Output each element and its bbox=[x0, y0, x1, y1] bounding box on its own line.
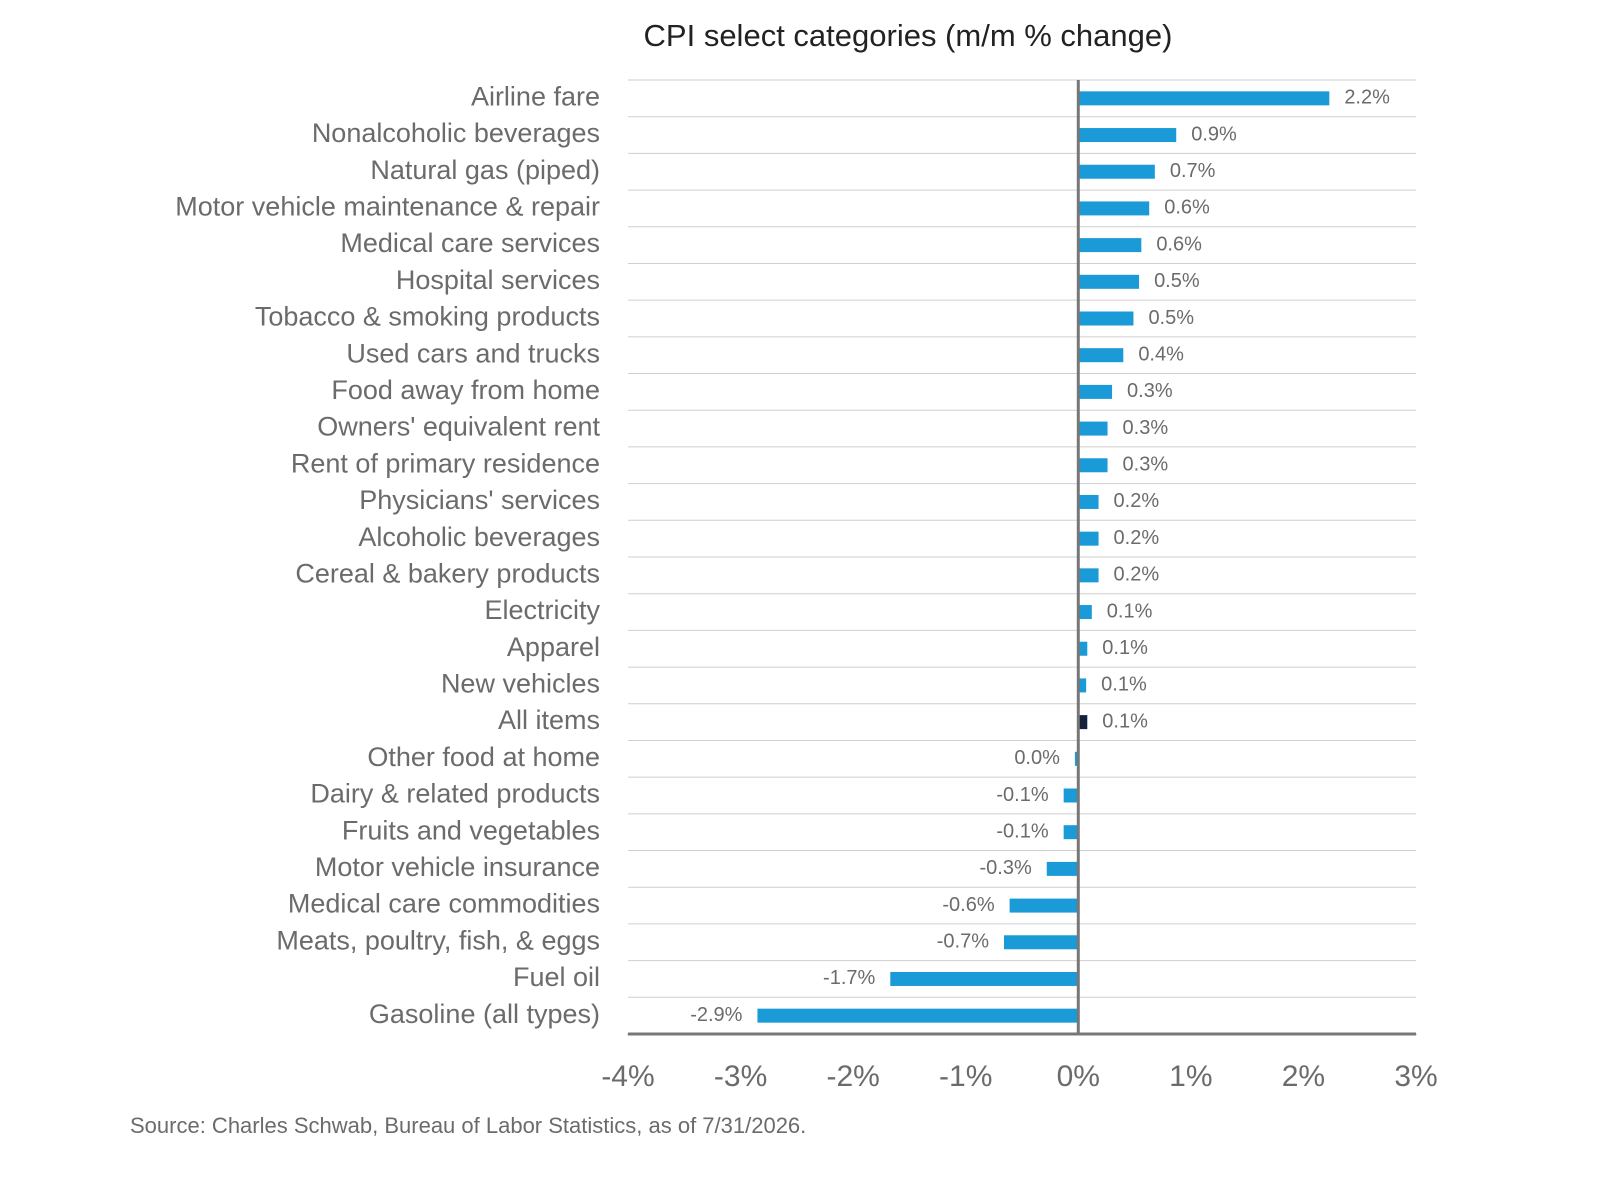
bar bbox=[1078, 311, 1134, 326]
category-label: All items bbox=[498, 705, 600, 735]
category-label: Hospital services bbox=[396, 265, 600, 295]
category-label: Electricity bbox=[484, 595, 600, 625]
category-label: Owners' equivalent rent bbox=[317, 412, 600, 442]
value-label: 0.3% bbox=[1123, 454, 1169, 476]
bar bbox=[1074, 751, 1079, 766]
value-label: 0.6% bbox=[1156, 233, 1202, 255]
category-label: Gasoline (all types) bbox=[369, 999, 600, 1029]
bar bbox=[1078, 421, 1108, 436]
value-label: -1.7% bbox=[823, 967, 875, 989]
value-label: 0.9% bbox=[1191, 123, 1237, 145]
value-label: -0.6% bbox=[942, 894, 994, 916]
x-tick-label: 2% bbox=[1282, 1060, 1325, 1093]
bar bbox=[1078, 531, 1099, 546]
value-label: 0.2% bbox=[1114, 527, 1160, 549]
value-label: -0.1% bbox=[996, 784, 1048, 806]
source-note: Source: Charles Schwab, Bureau of Labor … bbox=[130, 1113, 806, 1138]
value-label: 0.4% bbox=[1138, 343, 1184, 365]
x-tick-label: -4% bbox=[601, 1060, 654, 1093]
value-label: -2.9% bbox=[690, 1004, 742, 1026]
value-label: 0.5% bbox=[1154, 270, 1200, 292]
bar bbox=[1063, 788, 1079, 803]
category-label: Motor vehicle insurance bbox=[315, 852, 600, 882]
value-label: 0.2% bbox=[1114, 490, 1160, 512]
bar bbox=[1078, 568, 1099, 583]
value-label: 0.5% bbox=[1148, 307, 1194, 329]
category-label: New vehicles bbox=[441, 669, 600, 699]
bar bbox=[1078, 715, 1088, 730]
x-tick-label: 3% bbox=[1394, 1060, 1437, 1093]
value-label: -0.7% bbox=[937, 931, 989, 953]
bar bbox=[1078, 274, 1140, 289]
value-label: 0.6% bbox=[1164, 197, 1210, 219]
bar bbox=[890, 971, 1079, 986]
category-label: Apparel bbox=[507, 632, 600, 662]
category-label: Natural gas (piped) bbox=[370, 155, 600, 185]
chart-title: CPI select categories (m/m % change) bbox=[644, 18, 1173, 53]
bar bbox=[1003, 935, 1079, 950]
bar bbox=[1078, 641, 1088, 656]
x-tick-label: 1% bbox=[1169, 1060, 1212, 1093]
category-label: Alcoholic beverages bbox=[358, 522, 600, 552]
value-label: 0.7% bbox=[1170, 160, 1216, 182]
bar bbox=[1078, 458, 1108, 473]
value-label: 0.1% bbox=[1102, 637, 1148, 659]
x-tick-label: -2% bbox=[826, 1060, 879, 1093]
bar bbox=[1009, 898, 1079, 913]
value-label: -0.1% bbox=[996, 820, 1048, 842]
bar bbox=[1078, 164, 1155, 179]
category-label: Dairy & related products bbox=[310, 779, 600, 809]
bar bbox=[1078, 91, 1330, 106]
category-label: Fruits and vegetables bbox=[342, 815, 600, 845]
value-label: 0.2% bbox=[1114, 564, 1160, 586]
bar bbox=[1063, 825, 1079, 840]
value-label: 0.1% bbox=[1107, 600, 1153, 622]
value-label: 2.2% bbox=[1344, 87, 1390, 109]
category-label: Tobacco & smoking products bbox=[255, 302, 600, 332]
value-label: 0.1% bbox=[1102, 710, 1148, 732]
bar bbox=[1078, 384, 1113, 399]
value-label: 0.1% bbox=[1101, 674, 1147, 696]
value-label: 0.3% bbox=[1123, 417, 1169, 439]
bar bbox=[1078, 605, 1092, 620]
x-tick-label: 0% bbox=[1057, 1060, 1100, 1093]
value-label: 0.0% bbox=[1014, 747, 1060, 769]
category-label: Rent of primary residence bbox=[291, 448, 600, 478]
bar bbox=[1046, 861, 1079, 876]
bar bbox=[1078, 128, 1177, 143]
category-label: Airline fare bbox=[471, 81, 600, 111]
bar bbox=[757, 1008, 1079, 1023]
category-label: Physicians' services bbox=[359, 485, 600, 515]
bar bbox=[1078, 494, 1099, 509]
category-label: Used cars and trucks bbox=[346, 338, 600, 368]
bar bbox=[1078, 678, 1087, 693]
category-label: Fuel oil bbox=[513, 962, 600, 992]
bar bbox=[1078, 348, 1124, 363]
category-label: Nonalcoholic beverages bbox=[312, 118, 600, 148]
bar bbox=[1078, 201, 1150, 216]
value-label: 0.3% bbox=[1127, 380, 1173, 402]
category-label: Medical care services bbox=[340, 228, 600, 258]
category-label: Medical care commodities bbox=[288, 889, 600, 919]
category-label: Meats, poultry, fish, & eggs bbox=[276, 925, 600, 955]
x-tick-label: -3% bbox=[714, 1060, 767, 1093]
category-label: Cereal & bakery products bbox=[295, 558, 600, 588]
category-label: Motor vehicle maintenance & repair bbox=[175, 192, 600, 222]
category-label: Food away from home bbox=[331, 375, 600, 405]
x-tick-label: -1% bbox=[939, 1060, 992, 1093]
value-label: -0.3% bbox=[980, 857, 1032, 879]
category-label: Other food at home bbox=[367, 742, 600, 772]
bar bbox=[1078, 238, 1142, 253]
